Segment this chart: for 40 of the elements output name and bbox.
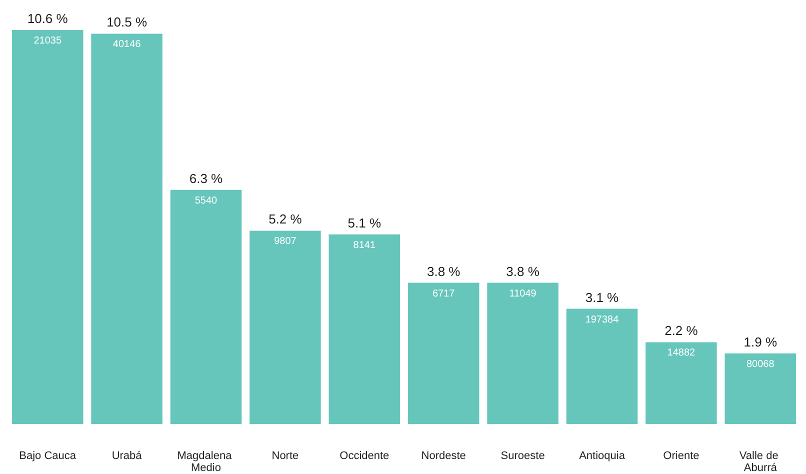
- bar: [724, 353, 796, 424]
- data-label: 10.5 %: [106, 14, 148, 30]
- x-tick-label: Bajo Cauca: [19, 450, 77, 462]
- x-tick-label: Antioquia: [579, 450, 626, 462]
- bar: [91, 34, 162, 424]
- annotation: 80068: [746, 358, 775, 370]
- annotation: 11049: [509, 288, 537, 300]
- x-tick-label: Norte: [272, 450, 299, 462]
- bar: [12, 30, 84, 424]
- bar: [250, 230, 321, 424]
- annotation: 14882: [667, 348, 696, 359]
- bar: [328, 234, 400, 424]
- annotation: 40146: [112, 39, 142, 50]
- data-label: 10.6 %: [27, 11, 68, 26]
- x-tick-label: Nordeste: [421, 450, 466, 462]
- x-tick-label: Occidente: [340, 450, 390, 462]
- annotation: 5540: [194, 195, 218, 206]
- data-label: 5.2 %: [268, 212, 302, 227]
- x-tick-label: Suroeste: [500, 450, 545, 462]
- data-label: 5.1 %: [348, 215, 382, 230]
- x-tick-label: Urabá: [112, 450, 143, 462]
- bar: [170, 190, 242, 424]
- x-tick-label: Oriente: [663, 450, 700, 462]
- data-label: 6.3 %: [189, 170, 224, 186]
- x-tick-label: Valle de Aburrá: [739, 450, 782, 474]
- bar: [408, 282, 480, 424]
- annotation: 9807: [274, 236, 297, 248]
- annotation: 21035: [34, 36, 62, 46]
- bar: [566, 308, 638, 424]
- annotation: 6717: [432, 288, 456, 300]
- annotation: 8141: [353, 240, 376, 251]
- data-label: 3.1 %: [585, 290, 620, 305]
- bar: [646, 342, 717, 424]
- annotation: 197384: [585, 314, 620, 326]
- data-label: 1.9 %: [744, 334, 778, 350]
- data-label: 3.8 %: [426, 264, 461, 279]
- data-label: 2.2 %: [664, 323, 698, 338]
- bar: [487, 282, 558, 424]
- data-label: 3.8 %: [506, 264, 540, 279]
- x-tick-label: Magdalena Medio: [177, 450, 235, 474]
